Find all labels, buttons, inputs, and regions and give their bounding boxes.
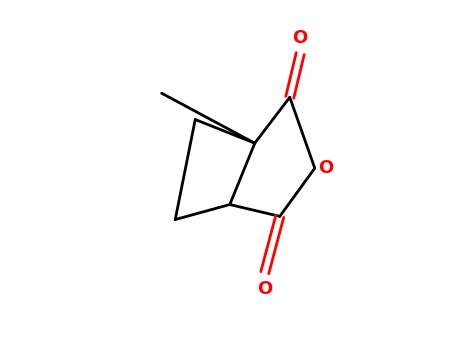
Text: O: O bbox=[293, 29, 308, 47]
Text: O: O bbox=[318, 159, 334, 177]
Text: O: O bbox=[257, 280, 273, 298]
